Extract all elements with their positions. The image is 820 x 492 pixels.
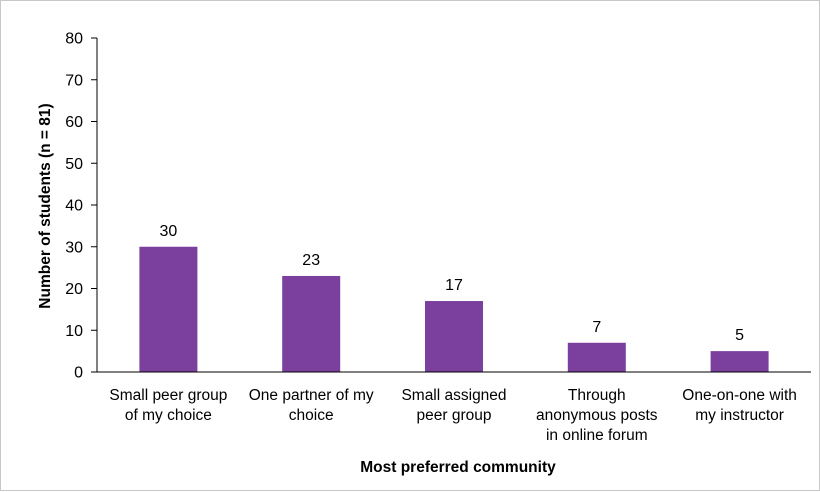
bar xyxy=(139,246,198,372)
y-tick-label: 40 xyxy=(65,198,83,215)
x-axis-title: Most preferred community xyxy=(360,459,556,476)
category-label: One-on-one with my instructor xyxy=(682,387,797,424)
y-tick-label: 60 xyxy=(65,114,83,131)
bar xyxy=(282,275,341,372)
data-label: 5 xyxy=(735,327,744,344)
bars: 30 23 17 7 5 xyxy=(139,223,769,372)
category-label-line: my instructor xyxy=(695,407,784,424)
category-label-line: One-on-one with xyxy=(682,387,797,404)
y-tick-label: 70 xyxy=(65,72,83,89)
bar xyxy=(567,342,626,372)
category-labels: Small peer group of my choice One partner … xyxy=(109,387,797,444)
data-label: 30 xyxy=(160,223,178,240)
y-tick-label: 20 xyxy=(65,281,83,298)
y-tick-label: 50 xyxy=(65,156,83,173)
axes xyxy=(96,38,811,373)
category-label: Small peer group of my choice xyxy=(109,387,227,424)
data-label: 7 xyxy=(592,319,601,336)
category-label: Through anonymous posts in online forum xyxy=(536,387,658,444)
category-label-line: of my choice xyxy=(125,407,212,424)
bar xyxy=(425,301,483,372)
category-label: One partner of my choice xyxy=(249,387,374,424)
y-tick-label: 80 xyxy=(65,31,83,48)
y-axis-title: Number of students (n = 81) xyxy=(37,103,54,308)
category-label-line: Small assigned xyxy=(401,387,506,404)
y-tick-label: 10 xyxy=(65,323,83,340)
y-tick-label: 30 xyxy=(65,239,83,256)
data-label: 17 xyxy=(445,277,463,294)
category-label-line: anonymous posts xyxy=(536,407,658,424)
category-label-line: peer group xyxy=(417,407,492,424)
category-label-line: Through xyxy=(568,387,626,404)
y-tick-label: 0 xyxy=(74,365,83,382)
category-label-line: choice xyxy=(289,407,334,424)
category-label: Small assigned peer group xyxy=(401,387,506,424)
category-label-line: in online forum xyxy=(546,427,648,444)
category-label-line: One partner of my xyxy=(249,387,374,404)
bar xyxy=(710,351,769,372)
category-label-line: Small peer group xyxy=(109,387,227,404)
y-axis-ticks: 0 10 20 30 40 50 60 70 80 xyxy=(65,31,97,382)
data-label: 23 xyxy=(302,252,320,269)
